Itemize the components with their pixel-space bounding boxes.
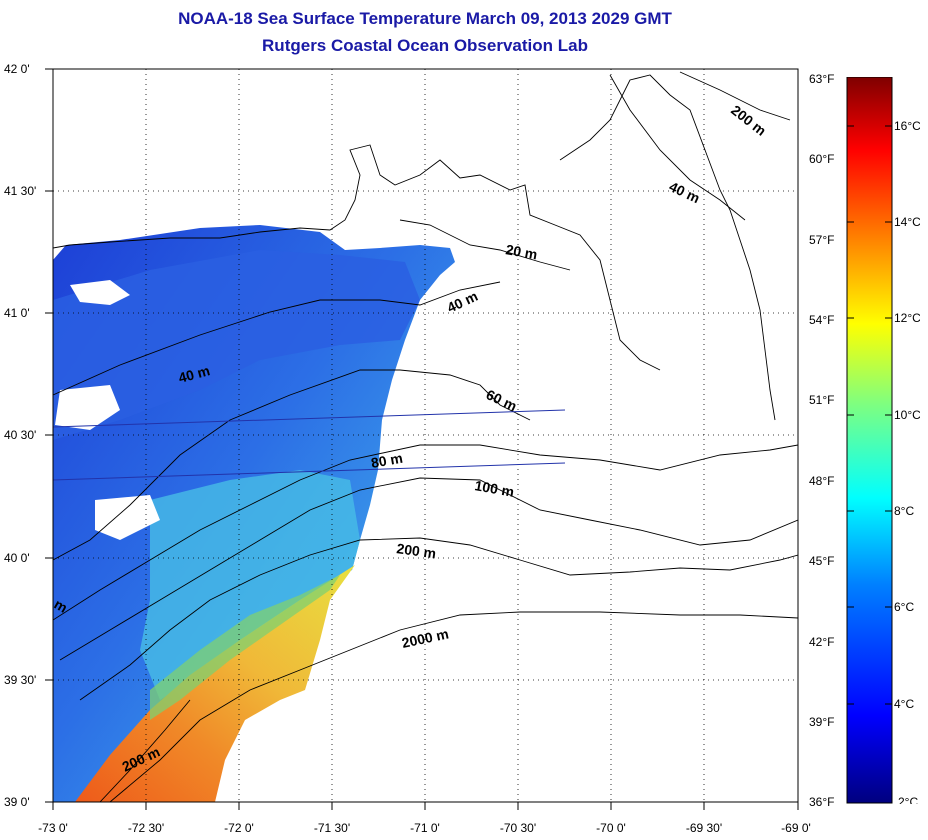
- fahrenheit-label: 57°F: [809, 233, 834, 247]
- sst-raster: [53, 225, 455, 802]
- sst-cyan-band: [140, 470, 360, 700]
- celsius-label: 10°C: [894, 408, 920, 422]
- colorbar-gradient: [846, 77, 893, 804]
- lat-label: 39 0': [4, 795, 30, 809]
- contour-200m-sw: [99, 699, 191, 802]
- contour-label: 40 m: [177, 362, 212, 386]
- lon-label: -72 30': [128, 821, 164, 835]
- celsius-label: 6°C: [894, 600, 914, 614]
- contour-label: 100 m: [473, 477, 515, 500]
- celsius-label: 14°C: [894, 215, 920, 229]
- longitude-labels: -73 0' -72 30' -72 0' -71 30' -71 0' -70…: [38, 821, 811, 835]
- graticule: [53, 69, 798, 802]
- latitude-labels: 42 0' 41 30' 41 0' 40 30' 40 0' 39 30' 3…: [4, 62, 36, 809]
- contour-2000m: [109, 611, 798, 802]
- celsius-labels: 16°C 14°C 12°C 10°C 8°C 6°C 4°C 2°C: [894, 119, 920, 804]
- fahrenheit-label: 54°F: [809, 313, 834, 327]
- fahrenheit-label: 39°F: [809, 715, 834, 729]
- lon-label: -71 30': [314, 821, 350, 835]
- lat-label: 39 30': [4, 673, 36, 687]
- contour-label: 2000 m: [400, 625, 450, 651]
- swath-lines: [52, 409, 566, 481]
- contour-200m: [79, 537, 798, 701]
- map-subtitle: Rutgers Coastal Ocean Observation Lab: [262, 36, 588, 55]
- fahrenheit-labels: 63°F 60°F 57°F 54°F 51°F 48°F 45°F 42°F …: [809, 72, 834, 809]
- contour-80m: [53, 444, 798, 621]
- fahrenheit-label: 36°F: [809, 795, 834, 809]
- fahrenheit-label: 60°F: [809, 152, 834, 166]
- temperature-colorbar: 16°C 14°C 12°C 10°C 8°C 6°C 4°C 2°C: [846, 77, 920, 804]
- contour-label: 40 m: [445, 288, 481, 316]
- fahrenheit-label: 48°F: [809, 474, 834, 488]
- contour-label: 20 m: [504, 241, 538, 262]
- contour-label: 80 m: [370, 450, 404, 471]
- lat-label: 42 0': [4, 62, 30, 76]
- fahrenheit-label: 63°F: [809, 72, 834, 86]
- lon-label: -70 30': [500, 821, 536, 835]
- lon-label: -72 0': [224, 821, 254, 835]
- lon-label: -69 30': [686, 821, 722, 835]
- lat-label: 40 0': [4, 551, 30, 565]
- contour-20m: [399, 219, 571, 271]
- contour-label: 200 m: [396, 540, 438, 561]
- lon-label: -73 0': [38, 821, 68, 835]
- contour-label: 40 m: [667, 178, 703, 206]
- celsius-label: 16°C: [894, 119, 920, 133]
- contour-labels: 200 m 40 m 20 m 40 m 40 m 60 m 80 m 100 …: [52, 102, 770, 775]
- fahrenheit-label: 51°F: [809, 393, 834, 407]
- cape-cod: [559, 74, 776, 421]
- cloud-gap: [95, 495, 160, 540]
- celsius-label: 4°C: [894, 697, 914, 711]
- sst-warm-region: [75, 565, 355, 802]
- map-title: NOAA-18 Sea Surface Temperature March 09…: [178, 9, 672, 28]
- coastline: [53, 144, 661, 371]
- colorbar-ticks: [847, 125, 892, 705]
- contour-200m-gom: [679, 71, 791, 121]
- celsius-label: 2°C: [898, 795, 918, 804]
- contour-40m: [53, 281, 501, 396]
- lon-label: -69 0': [781, 821, 811, 835]
- tick-marks: [45, 68, 799, 810]
- contour-40m-gom: [609, 74, 746, 221]
- cloud-gap: [55, 385, 120, 430]
- contour-label: 200 m: [728, 102, 769, 139]
- lat-label: 41 0': [4, 306, 30, 320]
- fahrenheit-label: 42°F: [809, 635, 834, 649]
- sst-midblue-band: [53, 250, 420, 440]
- celsius-label: 8°C: [894, 504, 914, 518]
- lat-label: 41 30': [4, 184, 36, 198]
- sst-green-edge: [150, 575, 340, 720]
- lat-label: 40 30': [4, 428, 36, 442]
- lon-label: -71 0': [410, 821, 440, 835]
- bathymetry-contours: [53, 71, 798, 802]
- contour-100m: [59, 477, 798, 661]
- fahrenheit-label: 45°F: [809, 554, 834, 568]
- lon-label: -70 0': [596, 821, 626, 835]
- contour-60m: [53, 369, 531, 561]
- celsius-label: 12°C: [894, 311, 920, 325]
- contour-label: 60 m: [484, 386, 520, 414]
- cloud-gap: [70, 280, 130, 305]
